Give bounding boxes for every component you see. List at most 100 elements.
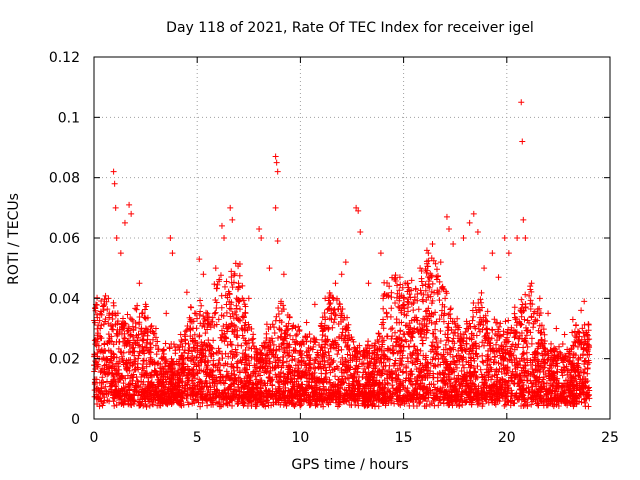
data-point <box>444 324 451 331</box>
data-point <box>314 401 321 408</box>
data-point <box>387 326 394 333</box>
data-point <box>401 331 408 338</box>
data-point <box>217 272 224 279</box>
data-point <box>388 305 395 312</box>
data-point <box>478 371 485 378</box>
data-point <box>293 338 300 345</box>
data-point <box>263 321 270 328</box>
data-point <box>396 342 403 349</box>
data-point <box>272 371 279 378</box>
data-point <box>94 294 101 301</box>
data-point <box>320 403 327 410</box>
data-point <box>210 337 217 344</box>
data-point <box>528 401 535 408</box>
data-point <box>242 346 249 353</box>
data-point <box>450 335 457 342</box>
data-point <box>394 282 401 289</box>
data-point <box>530 324 537 331</box>
data-point <box>229 284 236 291</box>
data-point <box>222 377 229 384</box>
data-point <box>492 319 499 326</box>
data-point <box>170 341 177 348</box>
data-point <box>518 296 525 303</box>
data-point <box>225 324 232 331</box>
data-point <box>479 339 486 346</box>
data-point <box>521 316 528 323</box>
data-point <box>480 359 487 366</box>
data-point <box>184 322 191 329</box>
data-point <box>470 313 477 320</box>
data-point <box>296 359 303 366</box>
data-point <box>241 301 248 308</box>
data-point <box>236 368 243 375</box>
data-point <box>396 287 403 294</box>
data-point <box>424 374 431 381</box>
data-point <box>414 291 421 298</box>
data-point <box>447 361 454 368</box>
data-point <box>472 304 479 311</box>
data-point <box>375 330 382 337</box>
data-point <box>239 282 246 289</box>
data-point <box>321 386 328 393</box>
data-point <box>509 368 516 375</box>
data-point <box>557 351 564 358</box>
data-point <box>133 306 140 313</box>
data-point <box>380 305 387 312</box>
data-point <box>492 368 499 375</box>
data-point <box>275 343 282 350</box>
data-point <box>511 304 518 311</box>
data-point <box>484 325 491 332</box>
data-point <box>409 360 416 367</box>
data-point <box>242 310 249 317</box>
chart-title: Day 118 of 2021, Rate Of TEC Index for r… <box>166 20 534 36</box>
data-point <box>422 403 429 410</box>
data-point <box>221 380 228 387</box>
data-point <box>453 364 460 371</box>
data-point <box>285 352 292 359</box>
data-point <box>520 350 527 357</box>
data-point <box>449 354 456 361</box>
data-point <box>287 332 294 339</box>
data-point <box>437 327 444 334</box>
data-point <box>388 289 395 296</box>
data-point <box>143 403 150 410</box>
data-point <box>376 359 383 366</box>
data-point <box>384 380 391 387</box>
data-point <box>98 335 105 342</box>
data-point <box>445 327 452 334</box>
data-point <box>109 326 116 333</box>
data-point <box>236 306 243 313</box>
data-point <box>413 357 420 364</box>
data-point <box>527 283 534 290</box>
data-point <box>213 299 220 306</box>
data-point <box>184 363 191 370</box>
data-point <box>501 387 508 394</box>
data-point <box>295 323 302 330</box>
data-point <box>422 287 429 294</box>
data-point <box>97 308 104 315</box>
data-point <box>470 299 477 306</box>
data-point <box>110 302 117 309</box>
data-point <box>201 324 208 331</box>
data-point <box>274 334 281 341</box>
data-point <box>332 373 339 380</box>
data-point <box>93 311 100 318</box>
data-point <box>518 321 525 328</box>
data-point <box>410 343 417 350</box>
data-point <box>469 307 476 314</box>
data-point <box>109 316 116 323</box>
data-point <box>200 313 207 320</box>
data-point <box>528 335 535 342</box>
data-point <box>249 336 256 343</box>
data-point <box>381 279 388 286</box>
data-point <box>387 313 394 320</box>
data-point <box>419 340 426 347</box>
data-point <box>433 266 440 273</box>
data-point <box>148 322 155 329</box>
data-point <box>520 344 527 351</box>
data-point <box>511 334 518 341</box>
data-point <box>479 352 486 359</box>
data-point <box>99 402 106 409</box>
data-point <box>447 305 454 312</box>
data-point <box>411 325 418 332</box>
